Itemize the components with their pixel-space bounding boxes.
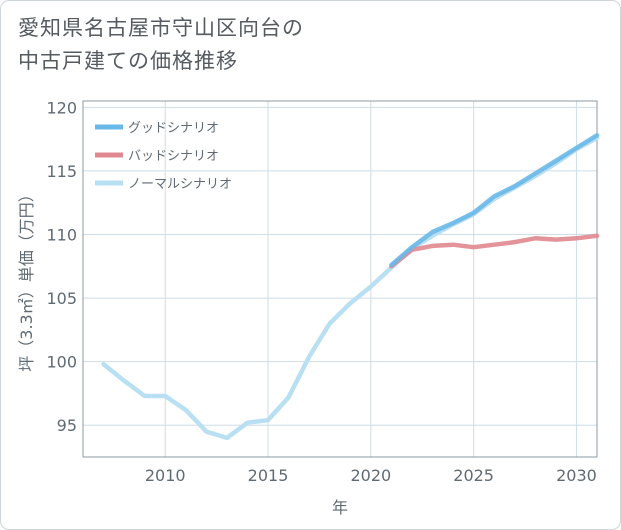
chart-title-line-1: 愛知県名古屋市守山区向台の <box>18 16 304 40</box>
legend-label-2: バッドシナリオ <box>128 149 219 164</box>
y-axis-title: 坪（3.3㎡）単価（万円） <box>17 186 36 371</box>
x-tick-label: 2030 <box>556 466 597 485</box>
tick-labels: 2010 2015 2020 2025 2030 95 100 105 110 115 120 <box>46 98 596 485</box>
series-layer <box>101 133 600 441</box>
y-tick-label: 110 <box>46 226 77 245</box>
x-axis-title: 年 <box>332 498 348 517</box>
y-tick-label: 100 <box>46 353 77 372</box>
series-line-1 <box>389 133 600 268</box>
x-tick-label: 2020 <box>350 466 391 485</box>
y-tick-label: 95 <box>57 416 77 435</box>
x-tick-label: 2025 <box>453 466 494 485</box>
x-tick-label: 2010 <box>145 466 186 485</box>
chart-title-line-2: 中古戸建ての価格推移 <box>18 49 238 73</box>
chart-title: 愛知県名古屋市守山区向台の 中古戸建ての価格推移 <box>18 12 304 78</box>
plot-frame <box>82 100 598 458</box>
legend-label-3: ノーマルシナリオ <box>128 177 232 192</box>
y-tick-label: 115 <box>46 162 77 181</box>
y-tick-label: 105 <box>46 289 77 308</box>
x-tick-label: 2015 <box>248 466 289 485</box>
series-line-2 <box>389 233 600 269</box>
legend-label-1: グッドシナリオ <box>128 121 219 136</box>
y-tick-label: 120 <box>46 98 77 117</box>
